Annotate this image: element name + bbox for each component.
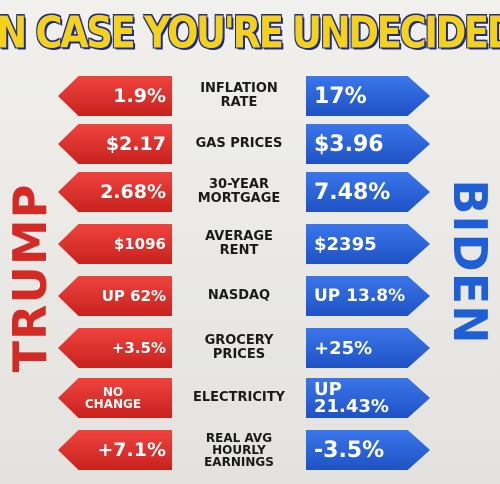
poster-title: IN CASE YOU'RE UNDECIDED [0,6,500,58]
metric-label: 30-YEAR MORTGAGE [197,177,281,206]
metric-label: GAS PRICES [195,136,283,151]
trump-value-arrow: UP 62% [58,276,172,316]
comparison-row: UP 62% NASDAQ UP 13.8% [0,270,500,322]
biden-value-arrow: -3.5% [306,430,430,470]
comparison-row: 1.9% INFLATION RATE 17% [0,70,500,122]
biden-value-arrow: 17% [306,76,430,116]
metric-label: INFLATION RATE [200,81,278,110]
biden-value-arrow: $3.96 [306,124,430,164]
metric-label: AVERAGE RENT [205,229,273,258]
trump-value-arrow: $2.17 [58,124,172,164]
comparison-row: NO CHANGE ELECTRICITY UP 21.43% [0,372,500,424]
comparison-row: 2.68% 30-YEAR MORTGAGE 7.48% [0,166,500,218]
biden-value-arrow: +25% [306,328,430,368]
metric-label: GROCERY PRICES [204,333,274,362]
trump-value-arrow: NO CHANGE [58,378,172,418]
biden-value-arrow: $2395 [306,224,430,264]
trump-value-arrow: $1096 [58,224,172,264]
comparison-row: $1096 AVERAGE RENT $2395 [0,218,500,270]
trump-value-arrow: 2.68% [58,172,172,212]
metric-label: NASDAQ [207,288,271,303]
biden-value-arrow: 7.48% [306,172,430,212]
biden-value-arrow: UP 13.8% [306,276,430,316]
comparison-row: +7.1% REAL AVG HOURLY EARNINGS -3.5% [0,424,500,476]
trump-value-arrow: +7.1% [58,430,172,470]
trump-value-arrow: 1.9% [58,76,172,116]
trump-value-arrow: +3.5% [58,328,172,368]
biden-value-arrow: UP 21.43% [306,378,430,418]
metric-label: ELECTRICITY [193,390,285,405]
comparison-row: $2.17 GAS PRICES $3.96 [0,118,500,170]
comparison-row: +3.5% GROCERY PRICES +25% [0,322,500,374]
metric-label: REAL AVG HOURLY EARNINGS [204,431,274,469]
